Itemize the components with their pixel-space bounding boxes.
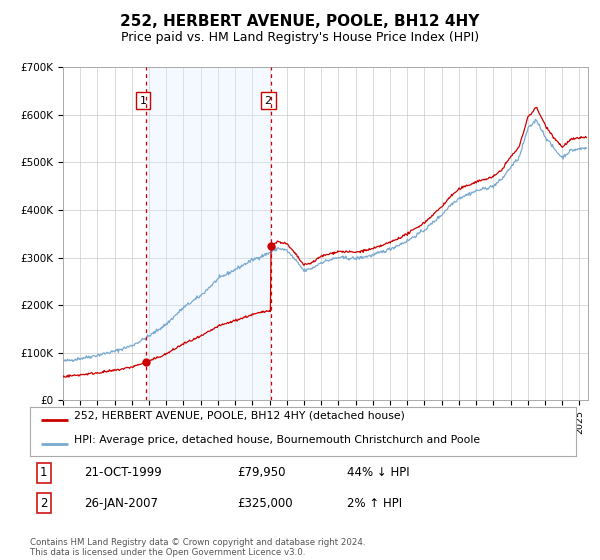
Text: Contains HM Land Registry data © Crown copyright and database right 2024.
This d: Contains HM Land Registry data © Crown c…: [30, 538, 365, 557]
Text: 2% ↑ HPI: 2% ↑ HPI: [347, 497, 402, 510]
Text: HPI: Average price, detached house, Bournemouth Christchurch and Poole: HPI: Average price, detached house, Bour…: [74, 435, 480, 445]
Text: £79,950: £79,950: [238, 466, 286, 479]
Text: 2: 2: [265, 96, 272, 105]
Text: 1: 1: [40, 466, 47, 479]
Text: 1: 1: [140, 96, 146, 105]
Text: 26-JAN-2007: 26-JAN-2007: [85, 497, 158, 510]
Text: £325,000: £325,000: [238, 497, 293, 510]
Text: 44% ↓ HPI: 44% ↓ HPI: [347, 466, 409, 479]
Text: Price paid vs. HM Land Registry's House Price Index (HPI): Price paid vs. HM Land Registry's House …: [121, 31, 479, 44]
Bar: [146, 67, 271, 400]
Text: 252, HERBERT AVENUE, POOLE, BH12 4HY (detached house): 252, HERBERT AVENUE, POOLE, BH12 4HY (de…: [74, 411, 404, 421]
Text: 2: 2: [40, 497, 47, 510]
Text: 21-OCT-1999: 21-OCT-1999: [85, 466, 163, 479]
Text: 252, HERBERT AVENUE, POOLE, BH12 4HY: 252, HERBERT AVENUE, POOLE, BH12 4HY: [121, 14, 479, 29]
